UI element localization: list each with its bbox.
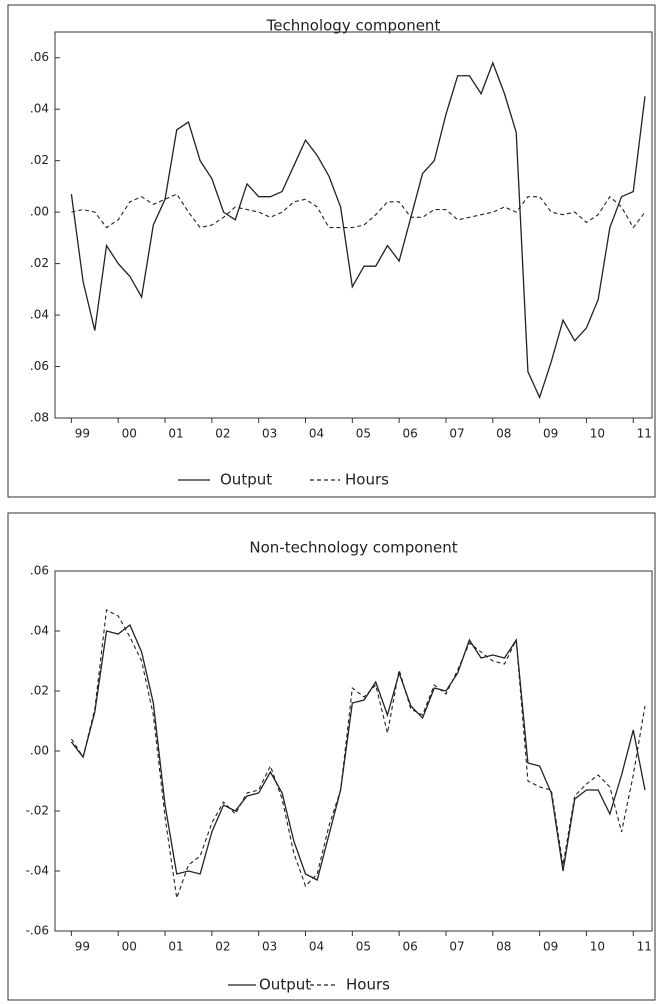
panel-frame (7, 512, 656, 1001)
x-tick-label: 04 (309, 940, 324, 954)
y-tick-label: .04 (30, 102, 49, 116)
x-tick-label: 03 (262, 940, 277, 954)
x-tick-label: 02 (215, 940, 230, 954)
y-tick-label: -.06 (26, 924, 49, 938)
series-line (71, 193, 646, 229)
x-tick-label: 02 (215, 427, 230, 441)
x-tick-label: 05 (356, 940, 371, 954)
y-tick-label: .06 (30, 359, 49, 373)
x-tick-label: 07 (449, 940, 464, 954)
x-tick-label: 09 (543, 940, 558, 954)
y-tick-label: -.02 (26, 804, 49, 818)
x-tick-label: 06 (403, 427, 418, 441)
legend-label: Output (220, 471, 272, 489)
x-tick-label: 00 (122, 940, 137, 954)
x-tick-label: 09 (543, 427, 558, 441)
plot-frame (54, 570, 653, 932)
y-tick-label: .08 (30, 411, 49, 425)
x-tick-label: 10 (590, 940, 605, 954)
y-tick-label: .02 (30, 684, 49, 698)
y-tick-label: .06 (30, 564, 49, 578)
plot-frame (54, 31, 653, 419)
x-tick-label: 08 (496, 940, 511, 954)
x-tick-label: 07 (449, 427, 464, 441)
y-tick-label: .02 (30, 153, 49, 167)
legend-label: Output (259, 976, 311, 994)
x-tick-label: 06 (403, 940, 418, 954)
x-tick-label: 01 (168, 940, 183, 954)
y-tick-label: .06 (30, 50, 49, 64)
x-tick-label: 10 (590, 427, 605, 441)
y-tick-label: .04 (30, 308, 49, 322)
x-tick-label: 01 (168, 427, 183, 441)
y-tick-label: .00 (30, 744, 49, 758)
legend-label: Hours (345, 471, 389, 489)
y-tick-label: -.04 (26, 864, 49, 878)
legend-label: Hours (346, 976, 390, 994)
x-tick-label: 03 (262, 427, 277, 441)
y-tick-label: .02 (30, 256, 49, 270)
y-tick-label: .04 (30, 624, 49, 638)
chart-title: Technology component (266, 17, 441, 35)
x-tick-label: 08 (496, 427, 511, 441)
y-tick-label: .00 (30, 205, 49, 219)
x-tick-label: 99 (75, 427, 90, 441)
x-tick-label: 11 (637, 427, 652, 441)
panel-frame (7, 4, 656, 498)
series-line (70, 61, 646, 400)
x-tick-label: 00 (122, 427, 137, 441)
chart-title: Non-technology component (249, 539, 457, 557)
x-tick-label: 04 (309, 427, 324, 441)
x-tick-label: 99 (75, 940, 90, 954)
series-line (70, 623, 646, 881)
x-tick-label: 11 (637, 940, 652, 954)
series-line (70, 609, 646, 899)
x-tick-label: 05 (356, 427, 371, 441)
